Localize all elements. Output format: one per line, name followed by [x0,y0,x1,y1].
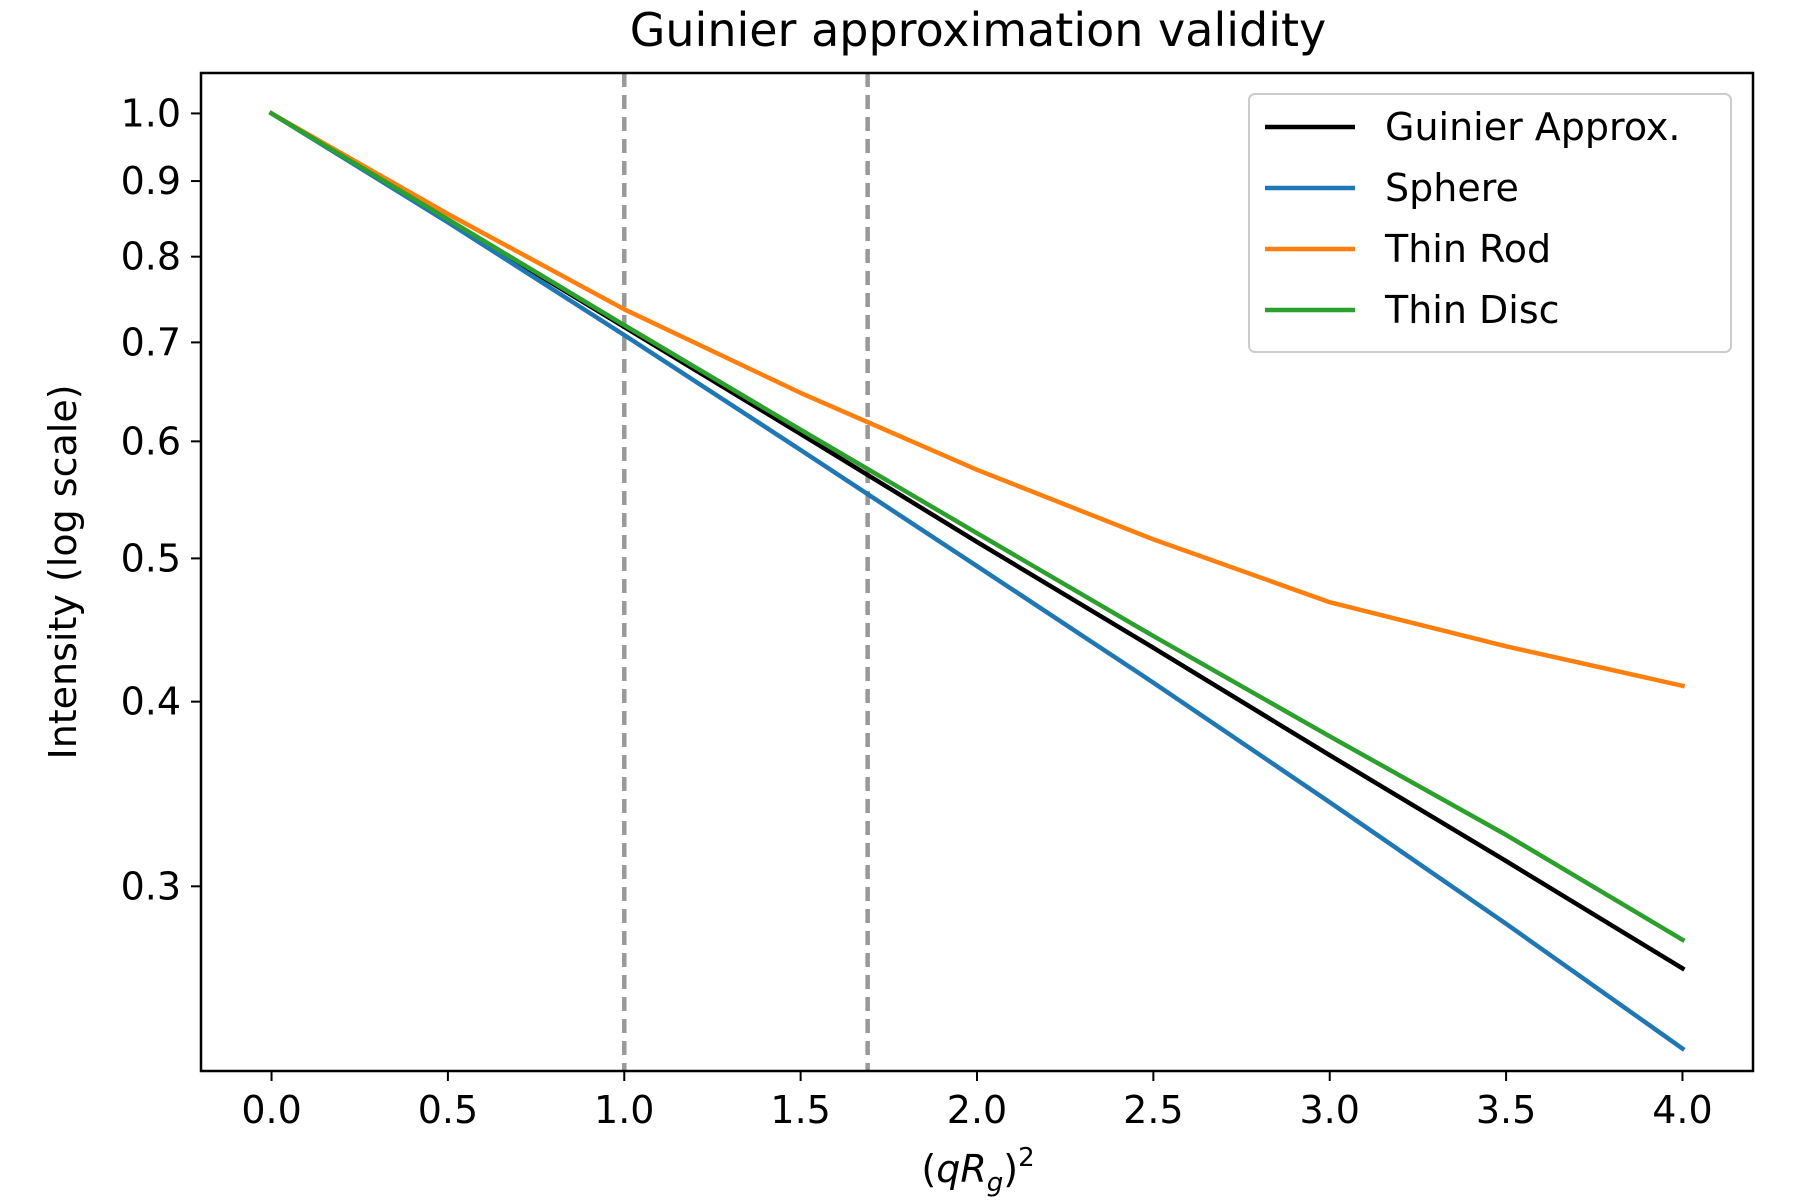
x-tick-label: 1.0 [594,1088,654,1132]
legend-label: Guinier Approx. [1385,105,1680,149]
y-tick-label: 0.5 [121,536,181,580]
legend: Guinier Approx. Sphere Thin Rod Thin Disc [1248,93,1732,353]
series-line-thin-disc [268,110,1686,943]
x-tick-label: 2.5 [1123,1088,1183,1132]
x-tick-label: 2.0 [947,1088,1007,1132]
y-axis-label: Intensity (log scale) [41,384,85,759]
x-tick-label: 3.0 [1300,1088,1360,1132]
x-tick-label: 4.0 [1652,1088,1712,1132]
y-tick-label: 0.3 [121,864,181,908]
x-tick-label: 3.5 [1476,1088,1536,1132]
y-tick-label: 0.7 [121,320,181,364]
chart-title: Guinier approximation validity [630,3,1327,57]
x-tick-label: 0.0 [241,1088,301,1132]
legend-label: Sphere [1385,166,1519,210]
x-axis-label: (qRg)2 [921,1143,1034,1198]
x-axis: 0.0 0.5 1.0 1.5 2.0 2.5 3.0 3.5 4.0 [241,1071,1713,1132]
y-tick-label: 0.9 [121,159,181,203]
legend-box [1248,93,1732,353]
series-line-thin-rod [268,110,1686,689]
y-tick-label: 0.6 [121,419,181,463]
y-tick-label: 0.8 [121,235,181,279]
legend-label: Thin Rod [1384,227,1551,271]
plot-area [268,73,1686,1071]
x-tick-label: 0.5 [418,1088,478,1132]
y-axis: 0.3 0.4 0.5 0.6 0.7 0.8 0.9 1.0 [121,91,201,908]
y-tick-label: 1.0 [121,91,181,135]
series-line-sphere [268,110,1686,1052]
legend-label: Thin Disc [1384,288,1560,332]
y-tick-label: 0.4 [121,680,181,724]
x-tick-label: 1.5 [770,1088,830,1132]
